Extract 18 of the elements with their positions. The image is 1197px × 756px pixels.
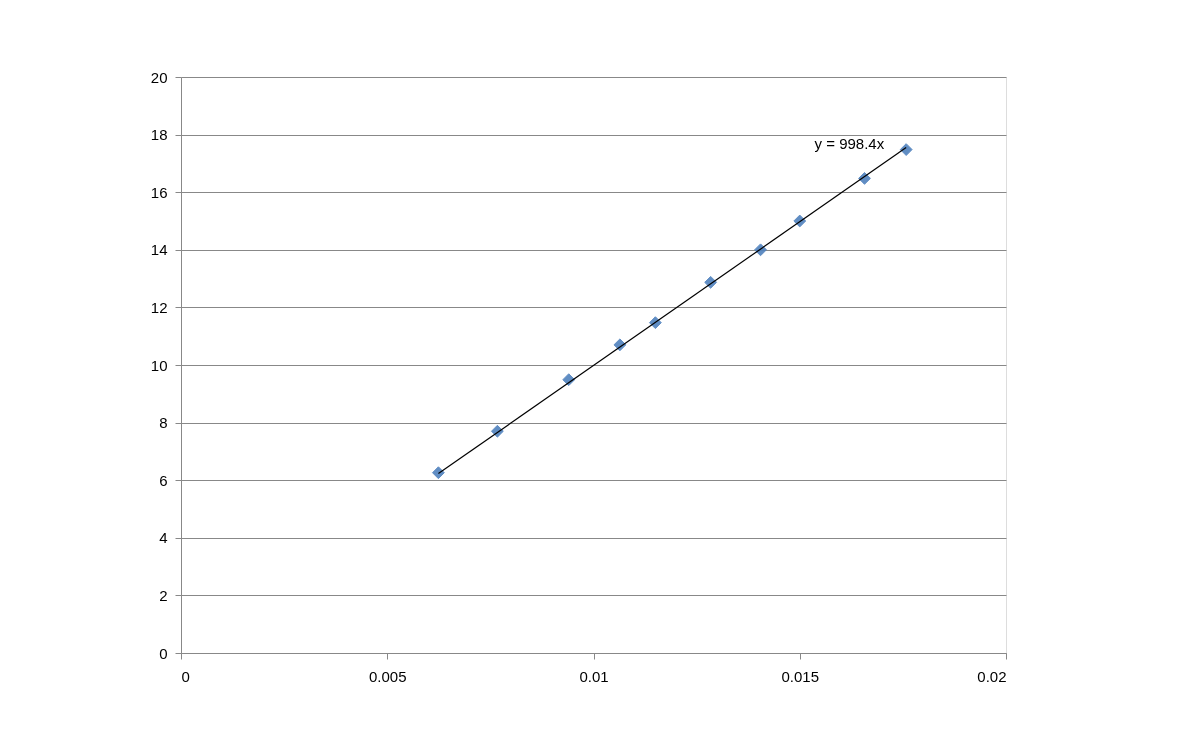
x-tick-label: 0 bbox=[181, 667, 190, 685]
x-tick-label: 0.02 bbox=[977, 667, 1007, 685]
point bbox=[431, 466, 445, 480]
y-tick-label: 6 bbox=[159, 471, 168, 489]
y-tick-label: 12 bbox=[150, 298, 168, 316]
y-tick-label: 2 bbox=[159, 586, 168, 604]
annotation: y = 998.4x bbox=[814, 134, 885, 152]
x-tick-label: 0.005 bbox=[368, 667, 407, 685]
x-tick-label: 0.01 bbox=[579, 667, 609, 685]
y-tick-label: 20 bbox=[150, 68, 168, 86]
y-tick-label: 10 bbox=[150, 356, 168, 374]
y-tick-label: 18 bbox=[150, 126, 168, 144]
y-tick-label: 8 bbox=[159, 414, 168, 432]
y-tick-label: 0 bbox=[159, 644, 168, 662]
y-tick-label: 14 bbox=[150, 241, 168, 259]
x-tick-label: 0.015 bbox=[781, 667, 820, 685]
y-tick-label: 16 bbox=[150, 183, 168, 201]
y-tick-label: 4 bbox=[159, 529, 168, 547]
